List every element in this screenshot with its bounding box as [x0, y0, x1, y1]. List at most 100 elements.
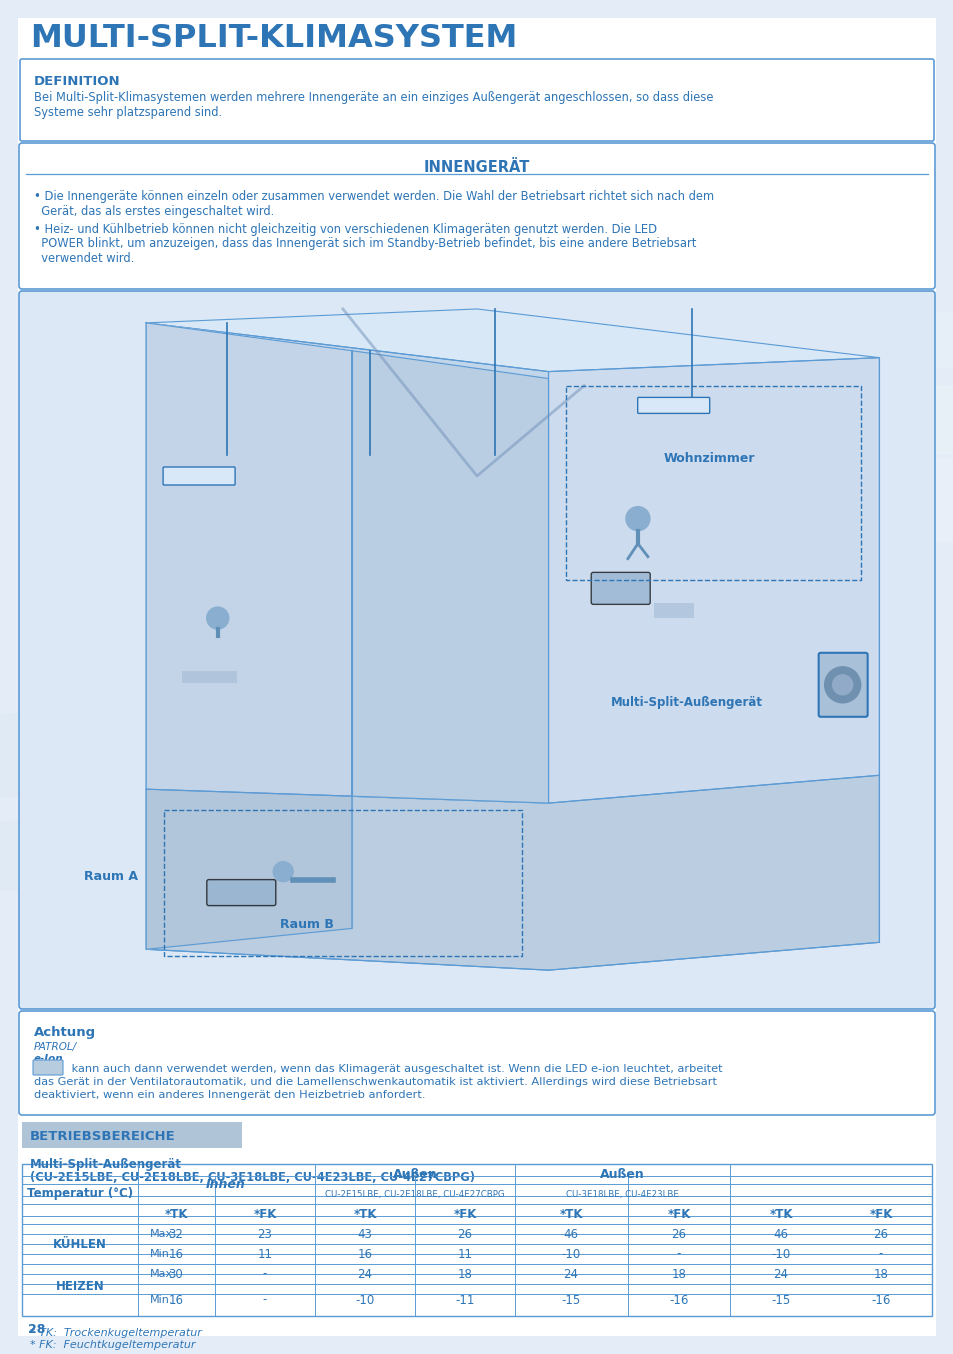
Bar — [653, 604, 693, 619]
Text: 26: 26 — [873, 1228, 887, 1240]
FancyBboxPatch shape — [637, 398, 709, 413]
Text: Achtung: Achtung — [34, 1026, 96, 1039]
Text: (CU-2E15LBE, CU-2E18LBE, CU-3E18LBE, CU-4E23LBE, CU-4E27CBPG): (CU-2E15LBE, CU-2E18LBE, CU-3E18LBE, CU-… — [30, 1171, 475, 1183]
Text: 11: 11 — [457, 1247, 472, 1261]
Text: * FK:  Feuchtkugeltemperatur: * FK: Feuchtkugeltemperatur — [30, 1340, 195, 1350]
Text: Bei Multi-Split-Klimasystemen werden mehrere Innengeräte an ein einziges Außenge: Bei Multi-Split-Klimasystemen werden meh… — [34, 91, 713, 104]
Polygon shape — [146, 789, 352, 949]
Polygon shape — [146, 322, 352, 796]
Text: 18: 18 — [671, 1267, 686, 1281]
Text: -: - — [676, 1247, 680, 1261]
Text: 43: 43 — [357, 1228, 372, 1240]
Text: *FK: *FK — [666, 1208, 690, 1220]
Text: Außen: Außen — [393, 1167, 436, 1181]
Text: 18: 18 — [457, 1267, 472, 1281]
Text: PATROL/: PATROL/ — [34, 1043, 77, 1052]
Text: Systeme sehr platzsparend sind.: Systeme sehr platzsparend sind. — [34, 106, 222, 119]
Text: -10: -10 — [560, 1247, 580, 1261]
Text: -: - — [878, 1247, 882, 1261]
Text: Max.: Max. — [150, 1269, 176, 1280]
Text: Min.: Min. — [150, 1248, 173, 1259]
Text: * TK:  Trockenkugeltemperatur: * TK: Trockenkugeltemperatur — [30, 1328, 202, 1338]
Text: Gerät, das als erstes eingeschaltet wird.: Gerät, das als erstes eingeschaltet wird… — [34, 204, 274, 218]
Text: 46: 46 — [773, 1228, 788, 1240]
Polygon shape — [146, 776, 879, 971]
Text: Multi-Split-Außengerät: Multi-Split-Außengerät — [30, 1158, 182, 1171]
Text: 24: 24 — [563, 1267, 578, 1281]
Text: *FK: *FK — [868, 1208, 892, 1220]
Text: *FK: *FK — [253, 1208, 276, 1220]
Text: Außen: Außen — [599, 1167, 643, 1181]
Text: KÜHLEN: KÜHLEN — [53, 1238, 107, 1251]
FancyBboxPatch shape — [163, 467, 234, 485]
Text: 32: 32 — [169, 1228, 183, 1240]
Text: 16: 16 — [169, 1293, 183, 1307]
Text: -: - — [262, 1267, 267, 1281]
Text: -15: -15 — [771, 1293, 790, 1307]
Text: *TK: *TK — [558, 1208, 582, 1220]
Polygon shape — [146, 322, 548, 803]
Text: Raum B: Raum B — [280, 918, 334, 932]
Text: HEIZEN: HEIZEN — [55, 1281, 104, 1293]
Text: Multi-Split-Außengerät: Multi-Split-Außengerät — [611, 696, 762, 708]
Text: *TK: *TK — [353, 1208, 376, 1220]
FancyBboxPatch shape — [818, 653, 866, 716]
Polygon shape — [548, 357, 879, 803]
Text: deaktiviert, wenn ein anderes Innengerät den Heizbetrieb anfordert.: deaktiviert, wenn ein anderes Innengerät… — [34, 1090, 425, 1099]
Text: -11: -11 — [455, 1293, 475, 1307]
Text: 18: 18 — [873, 1267, 887, 1281]
Text: 28: 28 — [28, 1323, 46, 1336]
Polygon shape — [352, 351, 548, 803]
Circle shape — [823, 666, 860, 703]
Text: *TK: *TK — [768, 1208, 792, 1220]
Polygon shape — [146, 309, 879, 371]
Text: MULTI-SPLIT-KLIMASYSTEM: MULTI-SPLIT-KLIMASYSTEM — [30, 23, 517, 54]
Text: kann auch dann verwendet werden, wenn das Klimagerät ausgeschaltet ist. Wenn die: kann auch dann verwendet werden, wenn da… — [68, 1064, 721, 1074]
Bar — [22, 1122, 242, 1148]
Text: -10: -10 — [355, 1293, 375, 1307]
Text: CU-2E15LBE, CU-2E18LBE, CU-4E27CBPG: CU-2E15LBE, CU-2E18LBE, CU-4E27CBPG — [325, 1190, 504, 1198]
Text: *TK: *TK — [164, 1208, 188, 1220]
Circle shape — [832, 674, 852, 695]
Text: 30: 30 — [169, 1267, 183, 1281]
Text: Temperatur (°C): Temperatur (°C) — [27, 1187, 132, 1201]
Text: das Gerät in der Ventilatorautomatik, und die Lamellenschwenkautomatik ist aktiv: das Gerät in der Ventilatorautomatik, un… — [34, 1076, 717, 1087]
FancyBboxPatch shape — [19, 144, 934, 288]
FancyBboxPatch shape — [19, 291, 934, 1009]
FancyBboxPatch shape — [207, 880, 275, 906]
Text: 16: 16 — [169, 1247, 183, 1261]
FancyBboxPatch shape — [33, 1060, 63, 1075]
Circle shape — [273, 861, 293, 881]
Text: Min.: Min. — [150, 1294, 173, 1305]
Text: DEFINITION: DEFINITION — [34, 74, 120, 88]
Text: 26: 26 — [671, 1228, 686, 1240]
Text: POWER blinkt, um anzuzeigen, dass das Innengerät sich im Standby-Betrieb befinde: POWER blinkt, um anzuzeigen, dass das In… — [34, 237, 696, 250]
FancyBboxPatch shape — [19, 1011, 934, 1114]
Text: -10: -10 — [771, 1247, 790, 1261]
Text: verwendet wird.: verwendet wird. — [34, 252, 134, 265]
Text: e-Ion: e-Ion — [34, 1053, 64, 1064]
Text: 26: 26 — [457, 1228, 472, 1240]
Text: Max.: Max. — [150, 1229, 176, 1239]
Text: Innen: Innen — [206, 1178, 246, 1190]
Circle shape — [207, 607, 229, 630]
FancyBboxPatch shape — [20, 60, 933, 141]
Text: CU-3E18LBE, CU-4E23LBE: CU-3E18LBE, CU-4E23LBE — [565, 1190, 678, 1198]
Text: 16: 16 — [357, 1247, 372, 1261]
Circle shape — [625, 506, 649, 531]
Text: Wohnzimmer: Wohnzimmer — [663, 452, 755, 464]
Text: 46: 46 — [563, 1228, 578, 1240]
Bar — [22, 1164, 931, 1316]
Text: 23: 23 — [257, 1228, 273, 1240]
Text: -16: -16 — [669, 1293, 688, 1307]
Text: *FK: *FK — [453, 1208, 476, 1220]
Text: -16: -16 — [870, 1293, 890, 1307]
Text: INNENGERÄT: INNENGERÄT — [423, 160, 530, 175]
FancyBboxPatch shape — [591, 573, 650, 604]
Text: -: - — [262, 1293, 267, 1307]
Text: Raum A: Raum A — [84, 869, 137, 883]
Text: 11: 11 — [257, 1247, 273, 1261]
Text: BETRIEBSBEREICHE: BETRIEBSBEREICHE — [30, 1129, 175, 1143]
Text: • Heiz- und Kühlbetrieb können nicht gleichzeitig von verschiedenen Klimageräten: • Heiz- und Kühlbetrieb können nicht gle… — [34, 223, 657, 236]
Text: 24: 24 — [773, 1267, 788, 1281]
